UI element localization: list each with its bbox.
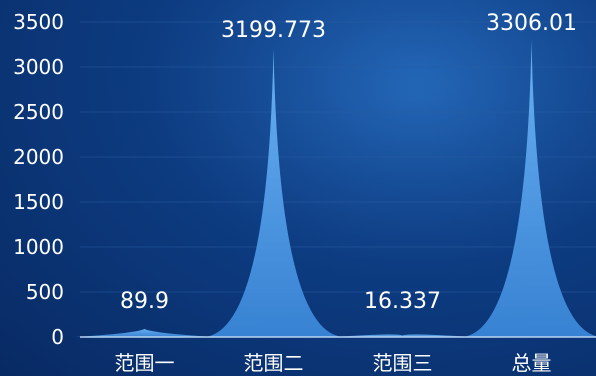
data-label-3: 16.337 [364, 289, 441, 314]
data-label-1: 89.9 [120, 289, 169, 314]
x-axis-ticks: 范围一 范围二 范围三 总量 [115, 351, 552, 375]
y-tick-label-2500: 2500 [13, 100, 64, 124]
x-tick-label-2: 范围二 [244, 351, 304, 375]
y-tick-label-1000: 1000 [13, 235, 64, 259]
x-tick-label-3: 范围三 [373, 351, 433, 375]
x-tick-label-4: 总量 [512, 351, 552, 375]
y-tick-label-3500: 3500 [13, 10, 64, 34]
y-tick-label-2000: 2000 [13, 145, 64, 169]
grid-lines [80, 21, 596, 293]
y-tick-label-1500: 1500 [13, 190, 64, 214]
data-labels: 89.9 3199.773 16.337 3306.01 [120, 11, 577, 314]
y-tick-label-0: 0 [51, 325, 64, 349]
data-label-2: 3199.773 [221, 18, 326, 43]
y-axis-ticks: 0 500 1000 1500 2000 2500 3000 3500 [13, 10, 64, 349]
y-tick-label-3000: 3000 [13, 55, 64, 79]
bar-1 [74, 328, 215, 337]
data-label-4: 3306.01 [486, 11, 577, 36]
y-tick-label-500: 500 [26, 280, 64, 304]
x-tick-label-1: 范围一 [115, 351, 175, 375]
bar-2 [203, 49, 344, 337]
bar-4 [461, 39, 596, 337]
